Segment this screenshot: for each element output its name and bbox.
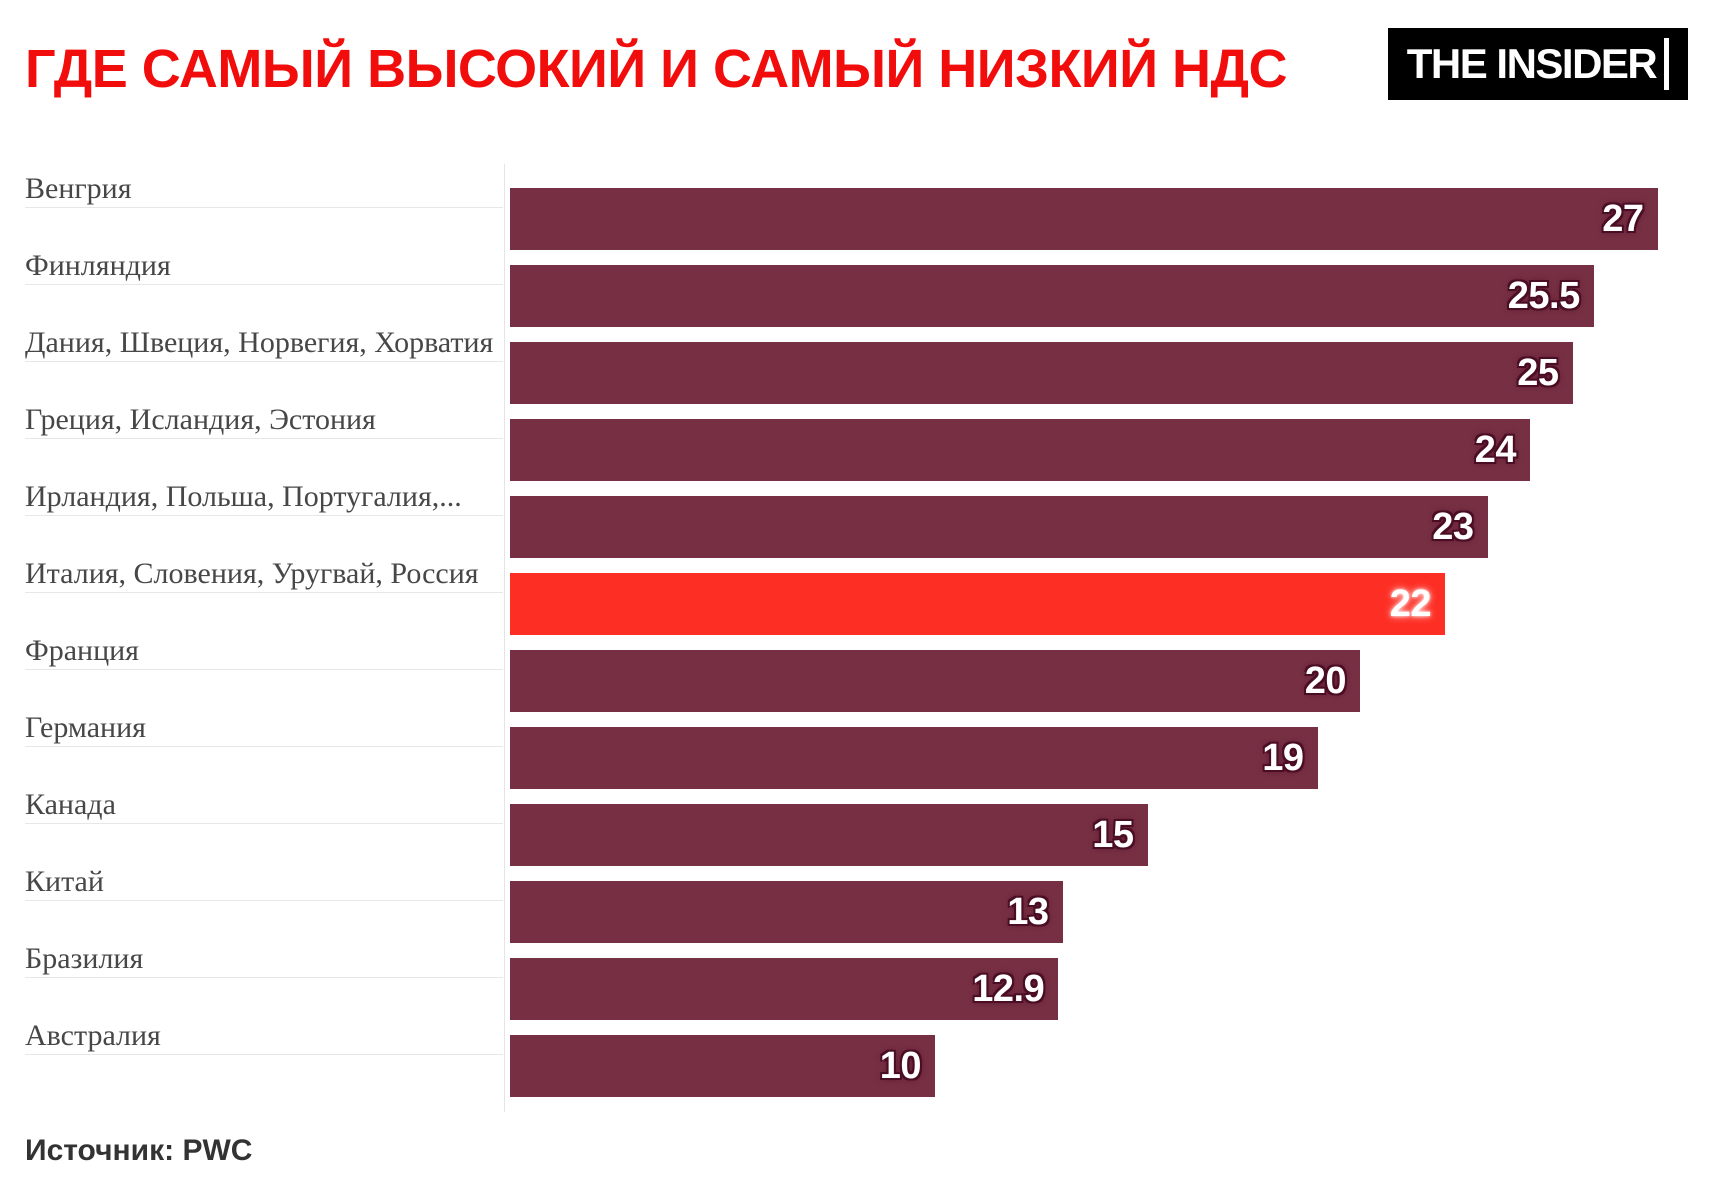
chart-row: Ирландия, Польша, Португалия,... 23	[0, 480, 1732, 573]
bar-value-label: 13	[1007, 890, 1049, 933]
chart-row: Китай 13	[0, 865, 1732, 958]
bar-value-label: 15	[1092, 813, 1134, 856]
category-label: Австралия	[25, 1019, 503, 1055]
bar: 10	[510, 1035, 935, 1097]
category-label: Бразилия	[25, 942, 503, 978]
vat-bar-chart: Венгрия 27 Финляндия 25.5 Дания, Швеция, Нор…	[0, 164, 1732, 1112]
bar-highlighted: 22	[510, 573, 1445, 635]
bar: 27	[510, 188, 1658, 250]
the-insider-logo: THE INSIDER	[1388, 28, 1688, 100]
category-label: Венгрия	[25, 172, 503, 208]
category-label: Финляндия	[25, 249, 503, 285]
bar: 13	[510, 881, 1063, 943]
category-label: Италия, Словения, Уругвай, Россия	[25, 557, 503, 593]
bar-value-label: 23	[1432, 505, 1474, 548]
category-label: Китай	[25, 865, 503, 901]
chart-row: Франция 20	[0, 634, 1732, 727]
chart-row: Венгрия 27	[0, 172, 1732, 265]
bar: 19	[510, 727, 1318, 789]
source-note: Источник: PWC	[25, 1134, 253, 1167]
logo-text: THE INSIDER	[1406, 40, 1658, 87]
bar: 25	[510, 342, 1573, 404]
bar: 12.9	[510, 958, 1059, 1020]
bar-value-label: 19	[1262, 736, 1304, 779]
bar-value-label: 20	[1304, 659, 1347, 702]
bar: 15	[510, 804, 1148, 866]
axis-baseline	[504, 164, 505, 1112]
bar: 24	[510, 419, 1530, 481]
bar-value-label: 25.5	[1507, 274, 1580, 317]
chart-row: Италия, Словения, Уругвай, Россия 22	[0, 557, 1732, 650]
chart-row: Австралия 10	[0, 1019, 1732, 1112]
bar-value-label: 24	[1474, 428, 1517, 471]
category-label: Канада	[25, 788, 503, 824]
bar: 23	[510, 496, 1488, 558]
bar: 25.5	[510, 265, 1594, 327]
category-label: Дания, Швеция, Норвегия, Хорватия	[25, 326, 503, 362]
bar: 20	[510, 650, 1360, 712]
chart-row: Дания, Швеция, Норвегия, Хорватия 25	[0, 326, 1732, 419]
chart-row: Греция, Исландия, Эстония 24	[0, 403, 1732, 496]
bar-value-label: 10	[879, 1044, 922, 1087]
bar-value-label: 12.9	[972, 967, 1045, 1010]
logo-cursor-bar	[1664, 38, 1670, 90]
chart-row: Бразилия 12.9	[0, 942, 1732, 1035]
bar-value-label: 25	[1517, 351, 1559, 394]
category-label: Германия	[25, 711, 503, 747]
chart-row: Финляндия 25.5	[0, 249, 1732, 342]
bar-value-label: 22	[1389, 582, 1432, 625]
category-label: Франция	[25, 634, 503, 670]
chart-row: Канада 15	[0, 788, 1732, 881]
category-label: Греция, Исландия, Эстония	[25, 403, 503, 439]
category-label: Ирландия, Польша, Португалия,...	[25, 480, 503, 516]
bar-value-label: 27	[1602, 197, 1644, 240]
page-title: ГДЕ САМЫЙ ВЫСОКИЙ И САМЫЙ НИЗКИЙ НДС	[25, 39, 1288, 99]
chart-row: Германия 19	[0, 711, 1732, 804]
